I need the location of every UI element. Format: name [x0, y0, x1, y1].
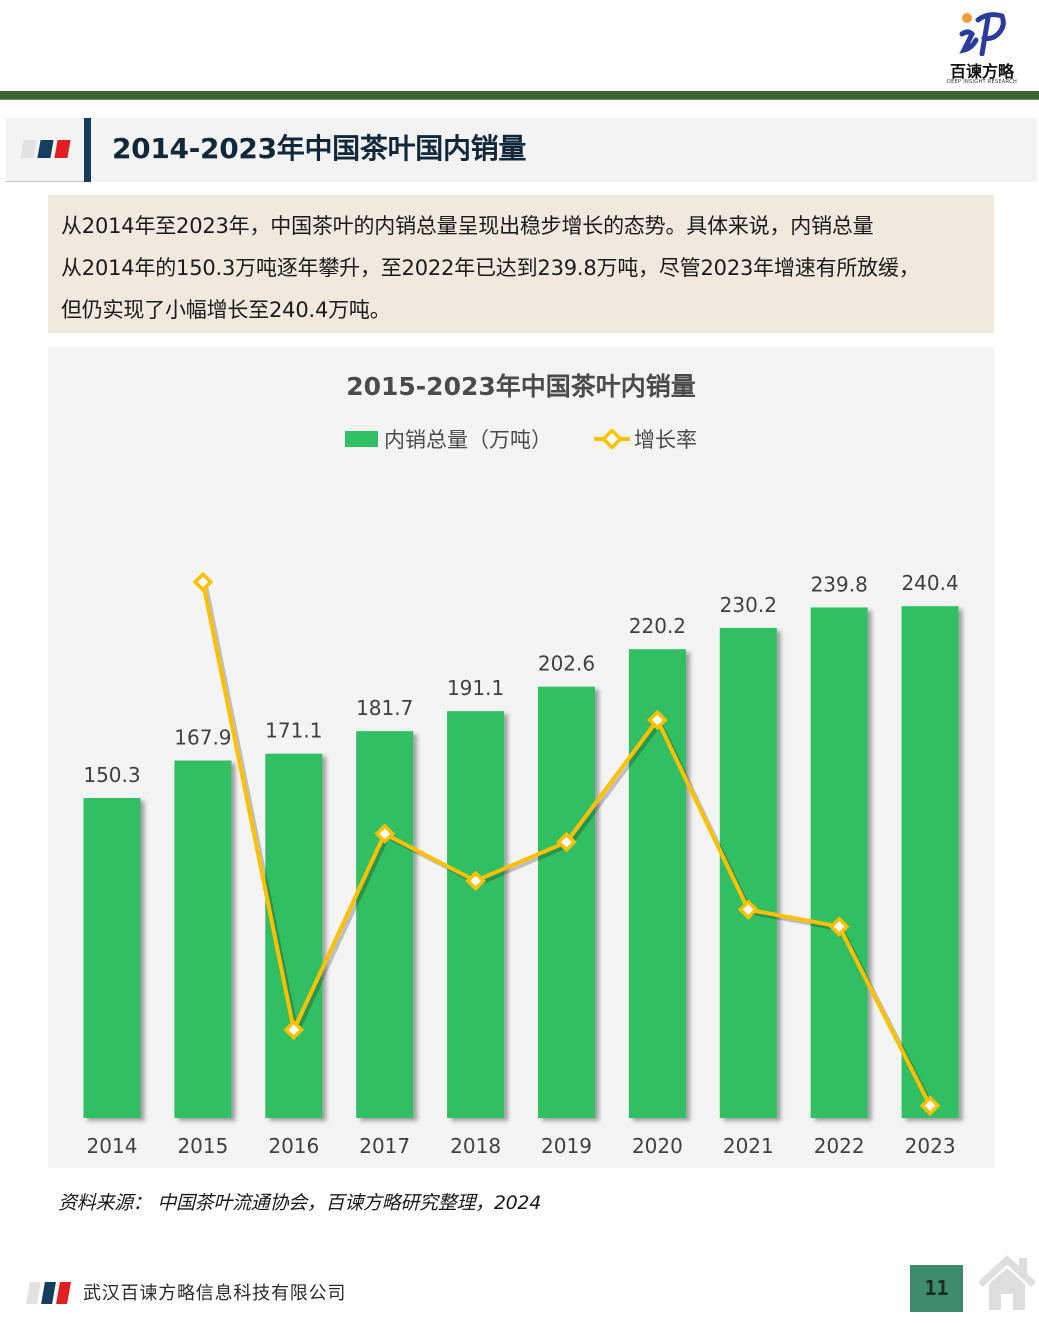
chart-title: 2015-2023年中国茶叶内销量	[346, 372, 696, 401]
bar-data-label: 240.4	[901, 571, 958, 595]
x-tick-label: 2017	[359, 1134, 410, 1158]
bar-2019	[538, 686, 595, 1118]
home-icon[interactable]	[979, 1252, 1035, 1314]
bar-data-label: 239.8	[811, 572, 868, 596]
header-underline	[6, 181, 84, 182]
legend-item-growth: 增长率	[552, 424, 697, 454]
x-tick-label: 2016	[268, 1134, 319, 1158]
x-tick-label: 2019	[541, 1134, 592, 1158]
growth-marker	[192, 571, 214, 593]
bar-data-label: 202.6	[538, 652, 595, 676]
x-axis-labels: 2014 2015 2016 2017 2018 2019 2020 2021 2022 2023	[87, 1134, 956, 1158]
x-tick-label: 2022	[814, 1134, 865, 1158]
growth-marker	[465, 870, 486, 892]
bar-2018	[447, 711, 505, 1118]
chart-plot-area: 150.3 167.9 171.1 181.7 191.1 202.6 220.2 230.2…	[66, 476, 977, 1158]
growth-marker	[919, 1095, 941, 1116]
x-tick-label: 2023	[905, 1134, 956, 1158]
x-tick-label: 2018	[450, 1134, 501, 1158]
growth-marker	[647, 709, 668, 731]
page-number: 11	[910, 1265, 963, 1312]
bar-data-label: 167.9	[174, 726, 231, 750]
summary-line: 从2014年至2023年，中国茶叶的内销总量呈现出稳步增长的态势。具体来说，内销…	[61, 214, 874, 238]
bar-2023	[901, 606, 959, 1118]
growth-marker	[556, 831, 577, 853]
page-title: 2014-2023年中国茶叶国内销量	[112, 132, 527, 165]
chart-panel: 2015-2023年中国茶叶内销量 内销总量（万吨） 增长率	[48, 347, 994, 1168]
logo-mark-icon	[959, 12, 1006, 56]
x-tick-label: 2014	[87, 1134, 138, 1158]
summary-line: 但仍实现了小幅增长至240.4万吨。	[61, 298, 391, 322]
bar-2014	[83, 798, 141, 1118]
x-tick-label: 2021	[723, 1134, 774, 1158]
summary-line: 从2014年的150.3万吨逐年攀升，至2022年已达到239.8万吨，尽管20…	[61, 256, 920, 280]
bar-series: 150.3 167.9 171.1 181.7 191.1 202.6 220.2 230.2…	[83, 571, 959, 1118]
bar-2017	[356, 731, 414, 1118]
header-accent-bar	[84, 118, 91, 182]
x-tick-label: 2015	[177, 1134, 228, 1158]
legend-label: 内销总量（万吨）	[384, 428, 552, 452]
bar-2021	[719, 627, 777, 1118]
footer-stripes-icon	[26, 1282, 76, 1304]
bar-data-label: 181.7	[356, 696, 413, 720]
chart-legend: 内销总量（万吨） 增长率	[48, 424, 994, 454]
summary-box: 从2014年至2023年，中国茶叶的内销总量呈现出稳步增长的态势。具体来说，内销…	[48, 195, 994, 333]
bar-data-label: 230.2	[720, 593, 777, 617]
source-note: 资料来源： 中国茶叶流通协会，百谏方略研究整理，2024	[58, 1192, 541, 1214]
footer-company-name: 武汉百谏方略信息科技有限公司	[83, 1283, 347, 1304]
section-header: 2014-2023年中国茶叶国内销量	[6, 118, 1037, 182]
growth-marker	[283, 1019, 305, 1041]
bar-data-label: 171.1	[265, 719, 322, 743]
growth-marker	[374, 823, 395, 845]
growth-line-series	[192, 571, 941, 1116]
legend-bar-swatch-icon	[345, 431, 378, 447]
bar-data-label: 150.3	[83, 763, 140, 787]
bar-2015	[174, 760, 232, 1118]
x-tick-label: 2020	[632, 1134, 683, 1158]
growth-marker	[828, 916, 850, 937]
growth-marker	[738, 899, 759, 920]
logo-text: 百谏方略	[949, 62, 1014, 81]
logo-tagline: DEEP INSIGHT RESEARCH	[946, 79, 1018, 85]
bar-data-label: 220.2	[629, 614, 686, 638]
stripes-icon	[20, 140, 80, 158]
legend-item-volume: 内销总量（万吨）	[345, 424, 552, 454]
brand-logo: 百谏方略 DEEP INSIGHT RESEARCH	[938, 8, 1026, 88]
legend-line-marker-icon	[594, 429, 630, 449]
legend-label: 增长率	[634, 428, 697, 452]
bar-data-label: 191.1	[447, 676, 504, 700]
header-rule	[0, 91, 1039, 100]
bar-2022	[810, 607, 868, 1118]
